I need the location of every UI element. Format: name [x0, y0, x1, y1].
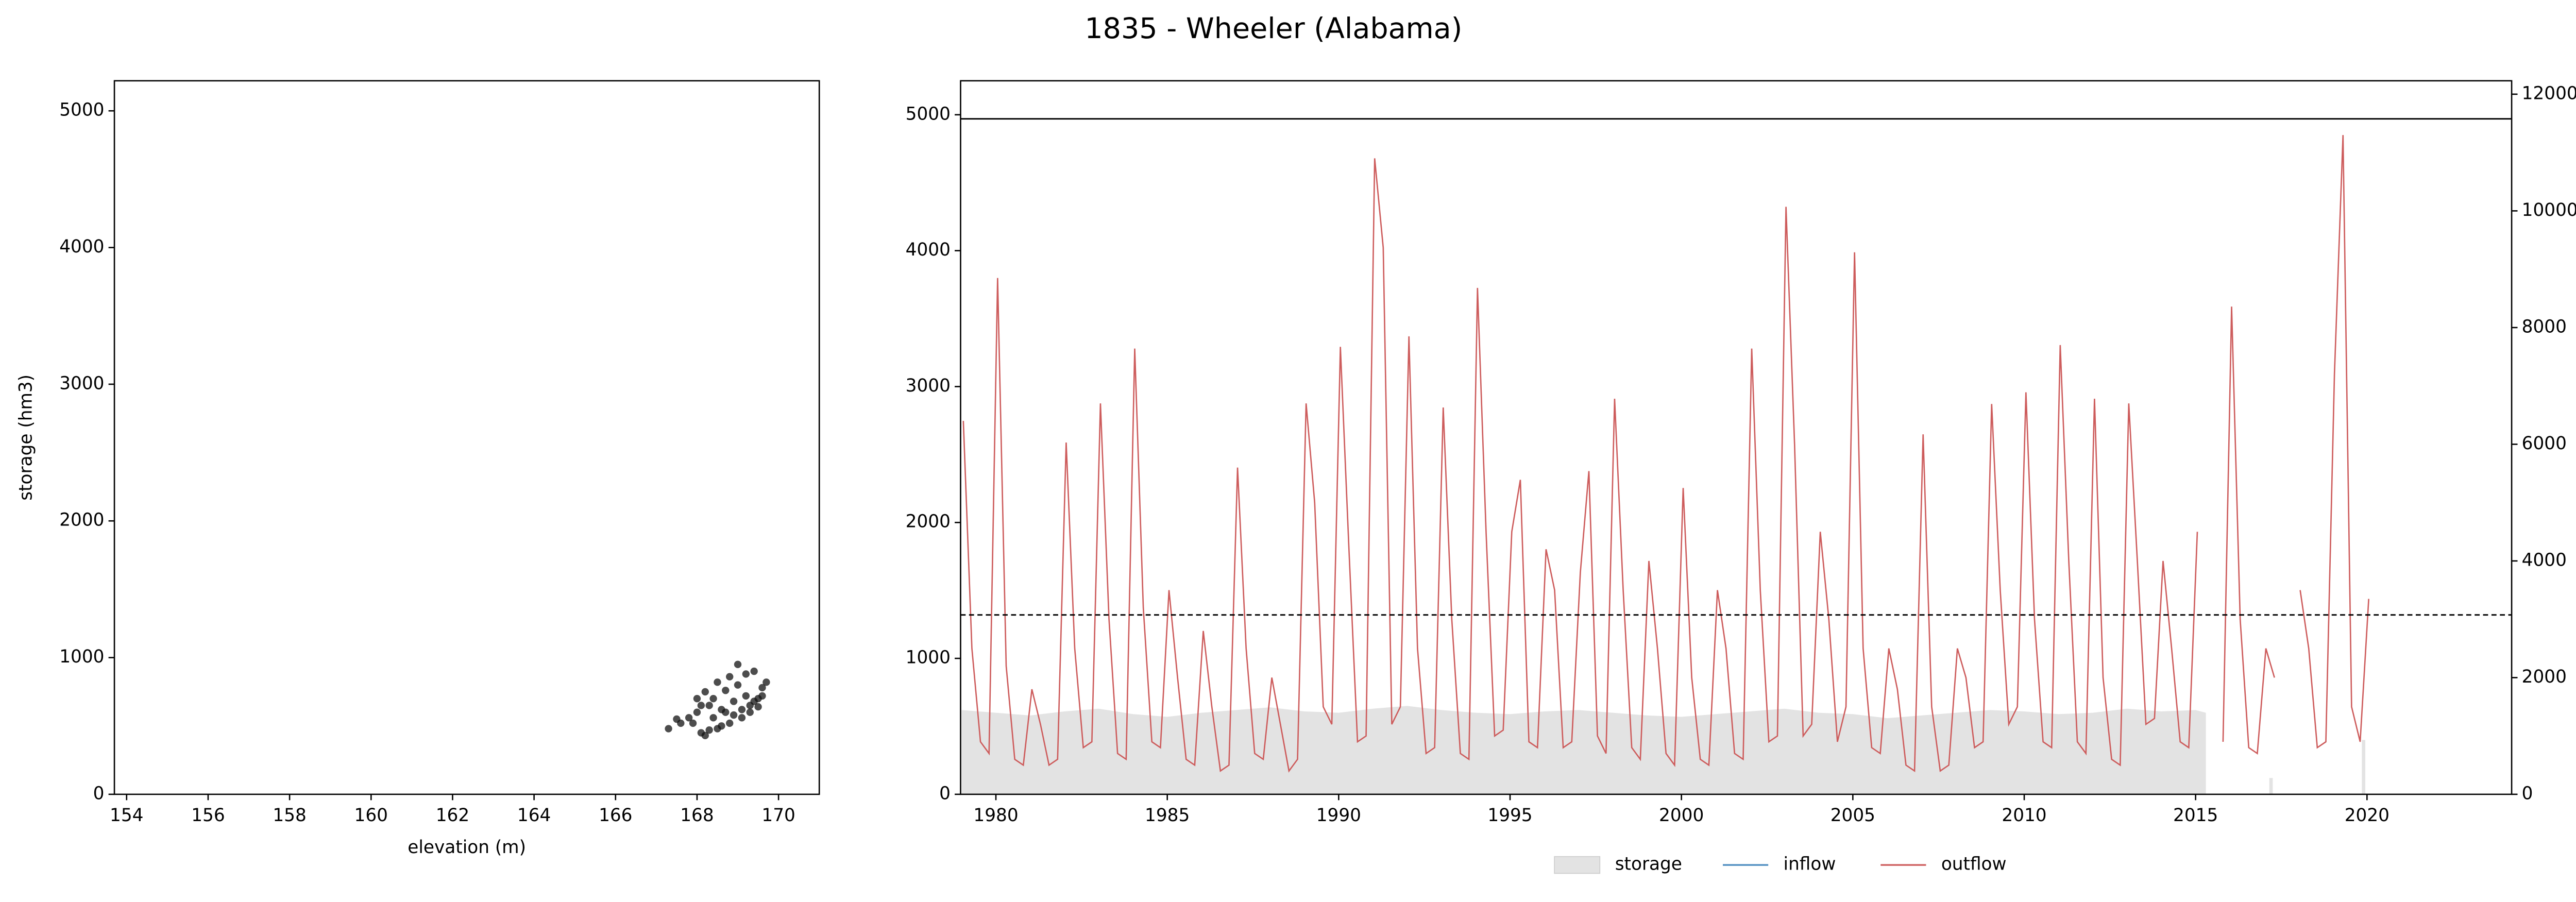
y2-tick-label: 10000	[2522, 200, 2576, 220]
scatter-point	[738, 706, 746, 713]
scatter-point	[705, 702, 713, 709]
y-tick-label: 5000	[906, 104, 951, 124]
x-tick-label: 158	[273, 805, 306, 826]
legend-label: storage	[1615, 854, 1682, 875]
y-tick-label: 5000	[59, 100, 104, 121]
scatter-point	[762, 678, 770, 686]
y-tick-label: 1000	[906, 648, 951, 668]
scatter-point	[758, 684, 766, 692]
y-tick-label: 2000	[906, 512, 951, 532]
scatter-point	[730, 711, 738, 719]
scatter-point	[722, 708, 730, 716]
y-axis-label: storage (hm3)	[16, 375, 37, 501]
y-tick-label: 3000	[906, 376, 951, 396]
x-tick-label: 164	[517, 805, 551, 826]
scatter-point	[730, 697, 738, 705]
x-tick-label: 156	[191, 805, 225, 826]
x-tick-label: 2010	[2002, 805, 2046, 826]
x-tick-label: 170	[761, 805, 795, 826]
legend-item: outflow	[1880, 854, 2007, 875]
y-tick-label: 3000	[59, 373, 104, 394]
y2-tick-label: 2000	[2522, 667, 2567, 687]
storage-area	[961, 706, 2366, 794]
y2-tick-label: 12000	[2522, 83, 2576, 104]
scatter-point	[693, 694, 701, 703]
legend-swatch	[1554, 856, 1601, 874]
y-tick-label: 0	[939, 783, 951, 804]
y-tick-label: 2000	[59, 510, 104, 531]
scatter-point	[697, 702, 705, 709]
scatter-point	[754, 703, 762, 711]
x-tick-label: 1990	[1316, 805, 1361, 826]
legend-item: storage	[1554, 854, 1682, 875]
x-tick-label: 1995	[1487, 805, 1532, 826]
scatter-point	[709, 714, 717, 722]
scatter-point	[758, 692, 766, 700]
y2-tick-label: 0	[2522, 783, 2533, 804]
scatter-point	[714, 678, 721, 686]
legend-label: outflow	[1941, 854, 2007, 875]
x-tick-label: 154	[110, 805, 143, 826]
scatter-point	[693, 708, 701, 716]
y-tick-label: 1000	[59, 646, 104, 667]
y2-tick-label: 4000	[2522, 550, 2567, 570]
plot-frame	[960, 80, 2513, 795]
x-tick-label: 2005	[1831, 805, 1875, 826]
outflow-line	[962, 135, 2369, 773]
figure-title: 1835 - Wheeler (Alabama)	[1084, 12, 1462, 45]
scatter-point	[746, 708, 754, 716]
scatter-point	[705, 726, 713, 734]
x-tick-label: 1985	[1145, 805, 1190, 826]
scatter-point	[742, 670, 750, 678]
plot-frame	[113, 80, 820, 795]
x-tick-label: 162	[436, 805, 469, 826]
x-tick-label: 168	[680, 805, 714, 826]
scatter-point	[734, 681, 742, 689]
y-tick-label: 4000	[906, 240, 951, 260]
x-tick-label: 160	[354, 805, 388, 826]
scatter-point	[750, 697, 758, 705]
y2-tick-label: 8000	[2522, 316, 2567, 337]
scatter-point	[738, 714, 746, 722]
scatter-point	[718, 722, 725, 730]
scatter-point	[689, 719, 697, 727]
y-tick-label: 4000	[59, 236, 104, 257]
scatter-point	[722, 687, 730, 694]
scatter-point	[701, 688, 709, 696]
x-tick-label: 2020	[2345, 805, 2389, 826]
scatter-point	[701, 731, 709, 740]
y-tick-label: 0	[93, 783, 105, 804]
legend-label: inflow	[1784, 854, 1836, 875]
x-axis-label: elevation (m)	[408, 837, 526, 858]
scatter-point	[726, 719, 734, 727]
x-tick-label: 1980	[973, 805, 1018, 826]
y2-tick-label: 6000	[2522, 433, 2567, 454]
scatter-point	[734, 660, 742, 669]
scatter-point	[709, 694, 717, 703]
legend-item: inflow	[1722, 854, 1836, 875]
scatter-point	[673, 715, 681, 723]
scatter-point	[665, 725, 672, 733]
scatter-point	[750, 667, 758, 675]
x-tick-label: 2015	[2173, 805, 2218, 826]
x-tick-label: 166	[599, 805, 632, 826]
x-tick-label: 2000	[1659, 805, 1704, 826]
scatter-point	[685, 714, 693, 722]
scatter-point	[742, 692, 750, 700]
scatter-point	[726, 673, 734, 680]
